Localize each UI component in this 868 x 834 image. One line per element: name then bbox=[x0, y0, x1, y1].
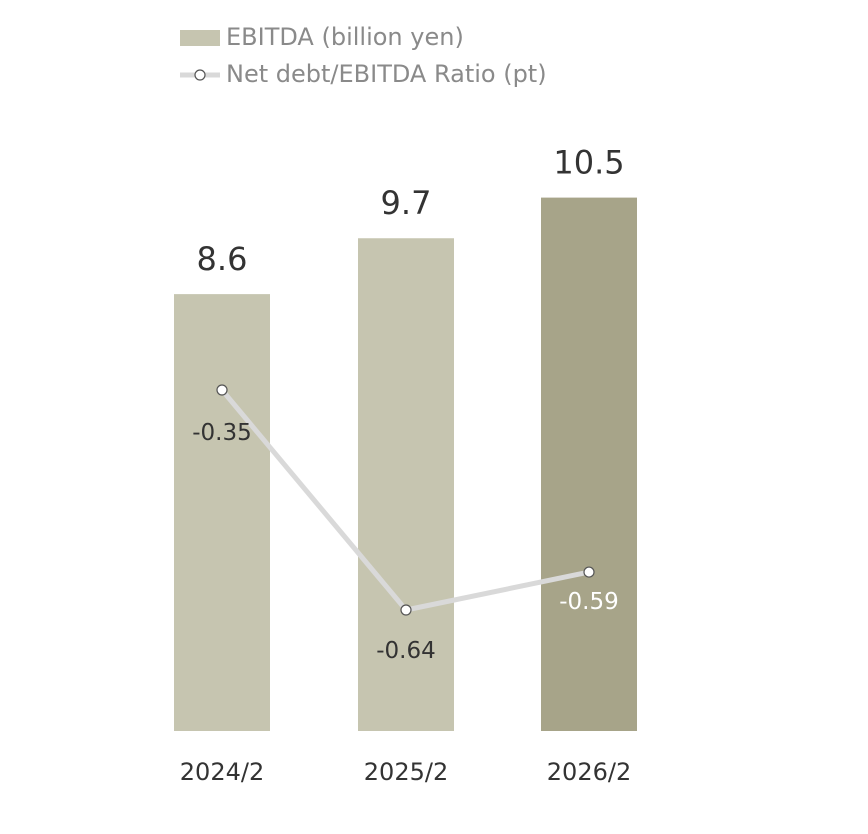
bar-series-ebitda bbox=[174, 197, 637, 732]
legend-label-ebitda: EBITDA (billion yen) bbox=[226, 23, 464, 51]
bar-value-labels: 8.6 9.7 10.5 bbox=[197, 144, 625, 279]
x-tick-label: 2025/2 bbox=[364, 758, 448, 786]
bar-value-label: 9.7 bbox=[381, 184, 432, 222]
bar-value-label: 10.5 bbox=[553, 144, 624, 182]
legend: EBITDA (billion yen) Net debt/EBITDA Rat… bbox=[180, 23, 547, 88]
bar-2025-2 bbox=[358, 238, 454, 732]
bar-2026-2 bbox=[541, 197, 637, 732]
x-tick-label: 2024/2 bbox=[180, 758, 264, 786]
bar-2024-2 bbox=[174, 294, 270, 731]
bar-value-label: 8.6 bbox=[197, 240, 248, 278]
legend-swatch-ebitda bbox=[180, 30, 220, 46]
x-axis-tick-labels: 2024/2 2025/2 2026/2 bbox=[180, 758, 631, 786]
ratio-point bbox=[216, 384, 228, 396]
ratio-value-label: -0.35 bbox=[192, 420, 252, 446]
line-series-ratio: -0.35 -0.64 -0.59 bbox=[192, 384, 619, 664]
ratio-value-label: -0.64 bbox=[376, 638, 436, 664]
ratio-point bbox=[583, 566, 595, 578]
legend-swatch-ratio-marker bbox=[194, 69, 206, 81]
ratio-point bbox=[400, 604, 412, 616]
legend-label-ratio: Net debt/EBITDA Ratio (pt) bbox=[226, 60, 547, 88]
ratio-value-label: -0.59 bbox=[559, 589, 619, 615]
x-tick-label: 2026/2 bbox=[547, 758, 631, 786]
